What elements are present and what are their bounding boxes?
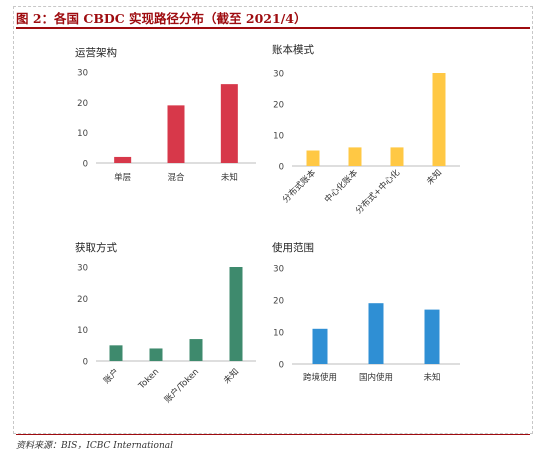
bar xyxy=(348,147,362,166)
y-tick-label: 20 xyxy=(77,295,88,305)
chart-title: 运营架构 xyxy=(75,46,117,59)
x-tick-label: 跨境使用 xyxy=(303,372,337,383)
y-tick-label: 30 xyxy=(273,265,284,275)
figure-title: 图 2：各国 CBDC 实现路径分布（截至 2021/4） xyxy=(16,11,307,26)
y-tick-label: 10 xyxy=(77,326,88,336)
y-tick-label: 0 xyxy=(279,163,284,173)
y-tick-label: 10 xyxy=(273,329,284,339)
x-tick-label: 分布式账本 xyxy=(280,167,318,205)
x-tick-label: 混合 xyxy=(167,172,185,183)
bar xyxy=(167,105,185,163)
y-tick-label: 0 xyxy=(83,358,88,368)
y-tick-label: 10 xyxy=(273,132,284,142)
y-tick-label: 0 xyxy=(279,361,284,371)
y-tick-label: 20 xyxy=(77,99,88,109)
chart-title: 使用范围 xyxy=(272,241,314,254)
bottom-rule xyxy=(16,434,530,435)
y-tick-label: 20 xyxy=(273,297,284,307)
chart-title: 账本模式 xyxy=(272,43,314,56)
bar xyxy=(114,156,132,163)
x-tick-label: 未知 xyxy=(424,167,444,187)
x-tick-label: 中心化账本 xyxy=(322,167,360,205)
x-tick-label: 未知 xyxy=(221,172,238,183)
bar xyxy=(432,73,446,166)
x-tick-label: 国内使用 xyxy=(359,372,393,383)
y-tick-label: 0 xyxy=(83,160,88,170)
x-tick-label: 未知 xyxy=(423,372,440,383)
figure-frame xyxy=(13,6,533,434)
y-tick-label: 30 xyxy=(273,70,284,80)
bar xyxy=(312,328,328,364)
bar xyxy=(306,150,320,166)
x-tick-label: Token xyxy=(136,367,161,392)
bar xyxy=(149,348,163,361)
y-tick-label: 30 xyxy=(77,69,88,79)
y-tick-label: 30 xyxy=(77,264,88,274)
chart-operating-architecture: 运营架构 0 10 20 30 单层 混合 未知 xyxy=(75,46,256,183)
bar xyxy=(424,309,440,364)
chart-usage-scope: 使用范围 0 10 20 30 跨境使用 国内使用 未知 xyxy=(272,241,460,383)
bar xyxy=(390,147,404,166)
x-tick-label: 分布式+中心化 xyxy=(353,167,402,216)
x-tick-label: 账户/Token xyxy=(162,366,201,405)
bar xyxy=(229,267,243,361)
x-tick-label: 未知 xyxy=(221,366,241,386)
x-tick-label: 单层 xyxy=(114,172,131,183)
chart-title: 获取方式 xyxy=(75,241,117,254)
x-tick-label: 账户 xyxy=(101,366,121,386)
bar xyxy=(109,345,123,361)
y-tick-label: 20 xyxy=(273,101,284,111)
bar xyxy=(368,303,384,364)
bar xyxy=(189,339,203,361)
chart-access-method: 获取方式 0 10 20 30 账户 Token 账户/Token 未知 xyxy=(75,241,256,405)
source-note: 资料来源：BIS，ICBC International xyxy=(16,441,174,451)
bar xyxy=(220,84,238,163)
title-rule xyxy=(16,27,530,29)
y-tick-label: 10 xyxy=(77,129,88,139)
